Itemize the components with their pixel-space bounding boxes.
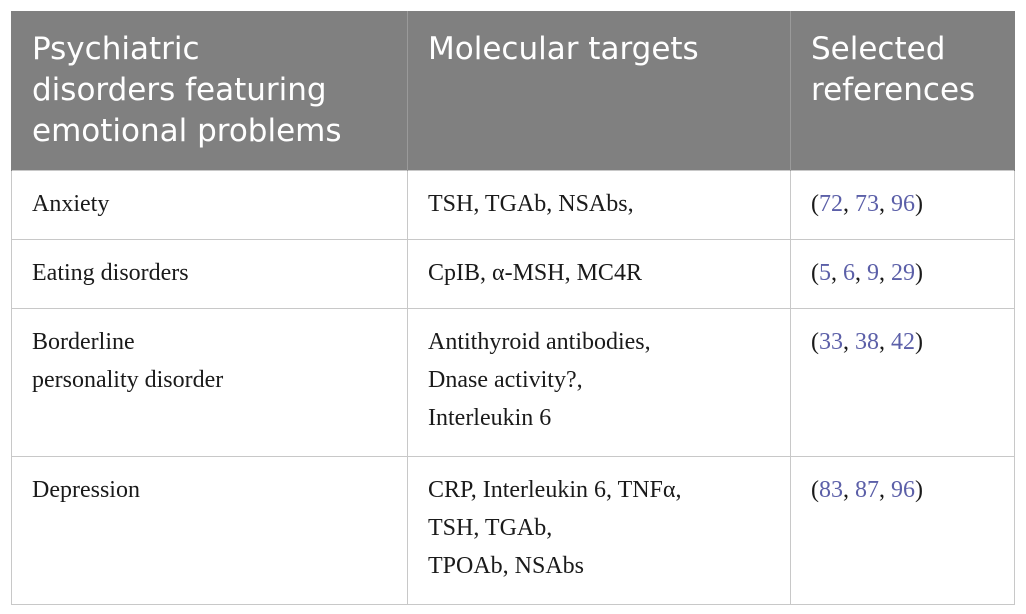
disorders-table: Psychiatric disorders featuring emotiona… (11, 11, 1015, 605)
disorder-text: Anxiety (32, 191, 110, 217)
disorder-text: Borderline (32, 329, 135, 355)
targets-cell: Antithyroid antibodies, Dnase activity?,… (407, 308, 791, 457)
header-line: disorders featuring (32, 72, 327, 108)
header-molecular-targets: Molecular targets (407, 11, 791, 171)
header-line: Selected (811, 31, 946, 67)
disorder-cell: Depression (11, 456, 408, 605)
disorder-text: Depression (32, 477, 140, 503)
targets-text: CpIB, α-MSH, MC4R (428, 260, 642, 286)
reference-link[interactable]: 96 (891, 191, 915, 217)
targets-text: TSH, TGAb, (428, 515, 553, 541)
refs-cell: (5, 6, 9, 29) (790, 239, 1015, 309)
header-line: Molecular targets (428, 31, 699, 67)
reference-link[interactable]: 83 (819, 477, 843, 503)
targets-text: TPOAb, NSAbs (428, 553, 585, 579)
targets-cell: TSH, TGAb, NSAbs, (407, 170, 791, 240)
reference-link[interactable]: 29 (891, 260, 915, 286)
header-selected-references: Selected references (790, 11, 1015, 171)
reference-link[interactable]: 96 (891, 477, 915, 503)
targets-cell: CpIB, α-MSH, MC4R (407, 239, 791, 309)
disorder-text: Eating disorders (32, 260, 189, 286)
targets-text: Dnase activity?, (428, 367, 583, 393)
reference-link[interactable]: 73 (855, 191, 879, 217)
refs-cell: (33, 38, 42) (790, 308, 1015, 457)
header-line: references (811, 72, 976, 108)
disorder-cell: Borderline personality disorder (11, 308, 408, 457)
refs-cell: (83, 87, 96) (790, 456, 1015, 605)
table-body: Anxiety TSH, TGAb, NSAbs, (72, 73, 96) E… (11, 170, 1015, 605)
disorder-cell: Eating disorders (11, 239, 408, 309)
header-line: emotional problems (32, 113, 342, 149)
refs-cell: (72, 73, 96) (790, 170, 1015, 240)
table-row: Eating disorders CpIB, α-MSH, MC4R (5, 6… (11, 239, 1015, 309)
header-line: Psychiatric (32, 31, 200, 67)
disorder-cell: Anxiety (11, 170, 408, 240)
data-table-container: Psychiatric disorders featuring emotiona… (11, 11, 1015, 605)
reference-link[interactable]: 42 (891, 329, 915, 355)
reference-link[interactable]: 38 (855, 329, 879, 355)
targets-text: Antithyroid antibodies, (428, 329, 651, 355)
table-header: Psychiatric disorders featuring emotiona… (11, 11, 1015, 171)
reference-link[interactable]: 5 (819, 260, 831, 286)
reference-link[interactable]: 6 (843, 260, 855, 286)
reference-link[interactable]: 72 (819, 191, 843, 217)
targets-cell: CRP, Interleukin 6, TNFα, TSH, TGAb, TPO… (407, 456, 791, 605)
table-row: Borderline personality disorder Antithyr… (11, 308, 1015, 457)
table-row: Anxiety TSH, TGAb, NSAbs, (72, 73, 96) (11, 170, 1015, 240)
targets-text: TSH, TGAb, NSAbs, (428, 191, 634, 217)
targets-text: CRP, Interleukin 6, TNFα, (428, 477, 682, 503)
header-disorders: Psychiatric disorders featuring emotiona… (11, 11, 408, 171)
targets-text: Interleukin 6 (428, 405, 552, 431)
table-row: Depression CRP, Interleukin 6, TNFα, TSH… (11, 456, 1015, 605)
reference-link[interactable]: 33 (819, 329, 843, 355)
reference-link[interactable]: 87 (855, 477, 879, 503)
header-row: Psychiatric disorders featuring emotiona… (11, 11, 1015, 171)
reference-link[interactable]: 9 (867, 260, 879, 286)
disorder-text: personality disorder (32, 367, 224, 393)
